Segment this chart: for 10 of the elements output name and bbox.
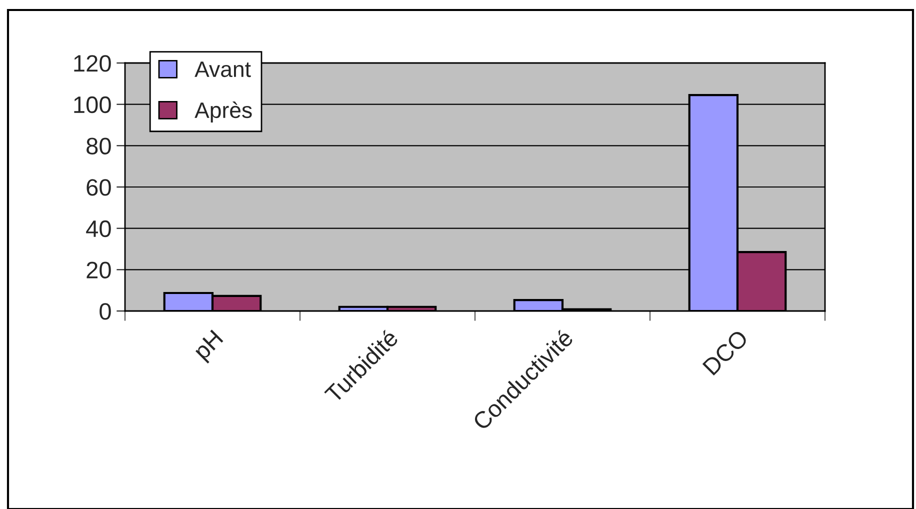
legend-label: Après [194, 102, 252, 122]
y-tick-label: 40 [86, 220, 111, 238]
y-tick-label: 0 [100, 303, 111, 320]
y-tick-label: 100 [74, 96, 111, 114]
y-tick-label: 20 [86, 262, 111, 278]
y-tick-label: 60 [86, 179, 111, 196]
y-tick-label: 80 [86, 138, 111, 154]
x-tick-label: pH [192, 330, 227, 364]
y-tick-label: 120 [74, 55, 111, 72]
legend-label: Avant [194, 62, 251, 78]
